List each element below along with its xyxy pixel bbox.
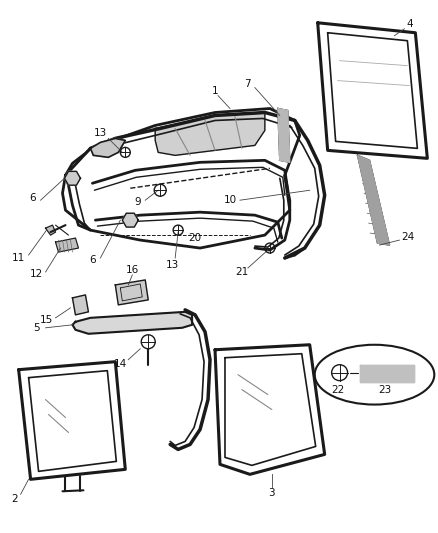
Text: 1: 1 xyxy=(212,86,218,95)
Polygon shape xyxy=(115,280,148,305)
Polygon shape xyxy=(56,238,78,252)
Text: 9: 9 xyxy=(134,197,141,207)
Polygon shape xyxy=(155,112,265,155)
Text: 15: 15 xyxy=(40,315,53,325)
Text: 6: 6 xyxy=(29,193,36,203)
Polygon shape xyxy=(72,295,88,315)
Text: 5: 5 xyxy=(33,323,40,333)
Text: 13: 13 xyxy=(166,260,179,270)
Polygon shape xyxy=(357,155,389,245)
Polygon shape xyxy=(90,139,125,157)
Text: 22: 22 xyxy=(331,385,344,394)
Text: 11: 11 xyxy=(12,253,25,263)
Polygon shape xyxy=(360,365,414,382)
Polygon shape xyxy=(278,109,290,163)
Text: 3: 3 xyxy=(268,488,275,498)
Text: 20: 20 xyxy=(188,233,201,243)
Text: 14: 14 xyxy=(114,359,127,369)
Polygon shape xyxy=(64,172,81,185)
Text: 2: 2 xyxy=(11,494,18,504)
Text: 7: 7 xyxy=(244,78,251,88)
Polygon shape xyxy=(72,312,192,334)
Text: 13: 13 xyxy=(94,128,107,139)
Polygon shape xyxy=(122,213,138,227)
Text: 24: 24 xyxy=(401,232,414,242)
Polygon shape xyxy=(46,225,56,235)
Text: 21: 21 xyxy=(235,267,248,277)
Text: 6: 6 xyxy=(89,255,96,265)
Text: 23: 23 xyxy=(378,385,391,394)
Text: 10: 10 xyxy=(223,195,237,205)
Text: 4: 4 xyxy=(406,19,413,29)
Text: 12: 12 xyxy=(30,269,43,279)
Text: 16: 16 xyxy=(126,265,139,275)
